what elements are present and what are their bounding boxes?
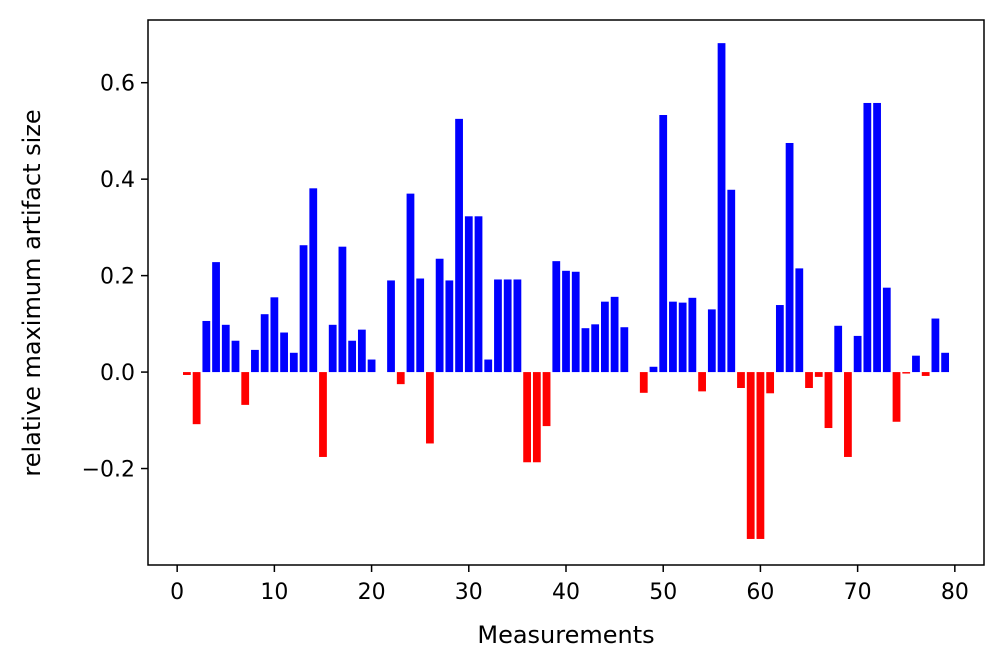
bar-53: [688, 297, 697, 373]
bar-73: [882, 287, 891, 373]
bar-6: [231, 340, 240, 373]
bar-51: [669, 301, 677, 373]
bar-34: [503, 279, 512, 373]
bar-3: [202, 320, 211, 373]
x-tick-label: 40: [552, 580, 580, 605]
bar-45: [610, 296, 619, 373]
bar-30: [464, 216, 473, 373]
bar-15: [319, 372, 327, 457]
bar-61: [766, 372, 775, 394]
bar-69: [844, 372, 852, 457]
bar-2: [192, 372, 201, 425]
x-tick-label: 70: [844, 580, 872, 605]
bar-68: [834, 325, 843, 373]
x-axis: 0 10 20 30 40 50 60 70 80: [170, 565, 969, 605]
bar-71: [863, 102, 872, 373]
bar-36: [523, 372, 532, 463]
bar-25: [416, 278, 425, 373]
bar-49: [649, 366, 658, 373]
y-tick-label: 0.6: [100, 72, 135, 97]
y-tick-label: 0.0: [100, 361, 135, 386]
bar-14: [309, 188, 318, 373]
bar-78: [931, 318, 940, 373]
bar-7: [241, 372, 250, 405]
bar-72: [873, 102, 881, 373]
bar-55: [707, 309, 716, 373]
bar-17: [338, 246, 347, 373]
bar-40: [562, 270, 570, 373]
x-tick-label: 0: [170, 580, 184, 605]
bar-66: [814, 372, 823, 377]
x-axis-label: Measurements: [477, 621, 654, 649]
bar-58: [737, 372, 745, 388]
bar-67: [824, 372, 833, 429]
bar-11: [280, 332, 288, 373]
bar-18: [348, 340, 357, 373]
bar-35: [513, 279, 522, 373]
bar-16: [328, 324, 337, 373]
bar-1: [183, 372, 191, 375]
bar-29: [455, 118, 463, 373]
bar-70: [853, 335, 862, 373]
bar-63: [785, 142, 794, 373]
bar-79: [941, 352, 950, 373]
bar-44: [601, 301, 609, 373]
bar-26: [426, 372, 434, 444]
y-tick-label: 0.2: [100, 265, 135, 290]
bar-75: [902, 372, 911, 374]
bar-42: [581, 328, 590, 373]
bar-46: [620, 327, 629, 373]
bar-60: [756, 372, 765, 539]
bar-12: [289, 352, 298, 373]
bar-38: [542, 372, 551, 427]
bar-41: [571, 271, 580, 373]
x-tick-label: 50: [649, 580, 677, 605]
bars-group: [183, 43, 950, 539]
x-tick-label: 10: [260, 580, 288, 605]
bar-22: [387, 280, 395, 373]
bar-33: [494, 279, 502, 373]
y-tick-label: 0.4: [100, 168, 135, 193]
bar-39: [552, 261, 561, 373]
y-tick-label: −0.2: [82, 458, 135, 483]
x-tick-label: 30: [455, 580, 483, 605]
bar-19: [357, 329, 366, 373]
bar-13: [299, 245, 308, 373]
bar-24: [406, 193, 415, 373]
bar-48: [639, 372, 648, 393]
bar-5: [221, 324, 230, 373]
bar-57: [727, 189, 736, 373]
bar-32: [484, 359, 493, 373]
bar-77: [921, 372, 930, 376]
bar-52: [678, 302, 687, 373]
bar-74: [892, 372, 901, 422]
bar-43: [591, 324, 600, 373]
bar-64: [795, 268, 804, 373]
bar-4: [212, 262, 220, 373]
bar-59: [746, 372, 755, 539]
bar-20: [367, 359, 376, 373]
x-tick-label: 20: [358, 580, 386, 605]
bar-31: [474, 216, 483, 373]
bar-54: [698, 372, 706, 392]
bar-8: [251, 349, 259, 373]
bar-10: [270, 297, 279, 373]
y-axis: −0.2 0.0 0.2 0.4 0.6: [82, 72, 148, 483]
x-tick-label: 80: [941, 580, 969, 605]
bar-23: [396, 372, 405, 385]
y-axis-label: relative maximum artifact size: [18, 109, 46, 476]
bar-27: [435, 258, 444, 373]
bar-37: [532, 372, 541, 463]
bar-65: [805, 372, 813, 388]
bar-28: [445, 280, 454, 373]
bar-62: [775, 305, 784, 373]
bar-76: [912, 355, 920, 373]
bar-56: [717, 43, 726, 373]
x-tick-label: 60: [746, 580, 774, 605]
bar-9: [260, 314, 269, 373]
bar-50: [659, 115, 668, 373]
